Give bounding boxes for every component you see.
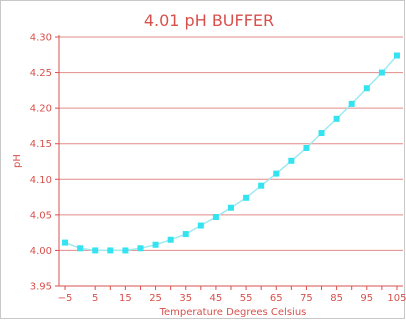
x-tick-label: 45 [210,293,223,304]
y-tick-labels: 3.95 4.00 4.05 4.10 4.15 4.20 4.25 4.30 [30,33,52,293]
data-point [363,85,370,92]
data-point [243,194,250,201]
x-tick-label: −5 [58,293,73,304]
y-tick-label: 4.00 [30,246,52,257]
x-tick-label: 65 [270,293,283,304]
x-tick-label: 85 [330,293,343,304]
x-tick-label: 5 [92,293,98,304]
x-tick-label: 55 [240,293,253,304]
x-tick-label: 75 [300,293,313,304]
data-point [348,100,355,107]
chart-title: 4.01 pH BUFFER [144,11,274,30]
data-point [333,115,340,122]
data-point [77,245,84,252]
data-point [212,213,219,220]
data-point [393,52,400,59]
x-axis-label: Temperature Degrees Celsius [159,307,307,318]
x-tick-label: 95 [360,293,373,304]
data-point [197,222,204,229]
data-point [228,204,234,211]
data-point [167,236,174,243]
y-axis-label: pH [12,154,23,168]
x-tick-label: 25 [149,293,162,304]
y-tick-label: 4.20 [30,104,52,115]
data-point [288,157,295,164]
data-point [62,239,69,246]
data-point [152,241,159,248]
y-tick-label: 3.95 [30,282,52,293]
y-tick-label: 4.10 [30,175,52,186]
y-tick-label: 4.15 [30,139,52,150]
gridlines [59,36,403,251]
y-tick-label: 4.25 [30,68,52,79]
data-point [303,144,310,151]
axes [55,35,403,290]
data-point [122,247,129,254]
data-point [182,231,189,238]
series-line [64,55,398,252]
x-tick-label: 35 [179,293,192,304]
data-point [92,247,99,254]
data-point [258,182,265,189]
data-point [318,130,325,137]
y-tick-label: 4.30 [30,33,52,44]
y-tick-label: 4.05 [30,210,52,221]
data-series [62,52,400,254]
data-point [107,247,114,254]
x-tick-labels: −5 5 15 25 35 45 55 65 75 85 95 105 [58,293,406,304]
data-point [137,245,144,252]
data-point [378,69,385,76]
x-tick-label: 105 [387,293,406,304]
data-point [273,170,280,177]
x-tick-label: 15 [119,293,132,304]
